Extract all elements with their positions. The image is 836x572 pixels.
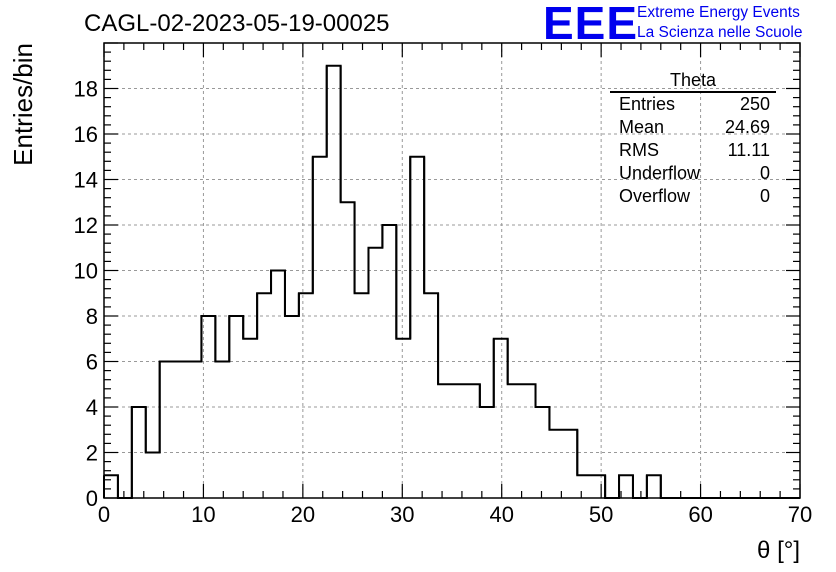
histogram-bin xyxy=(160,362,174,499)
x-tick-label: 20 xyxy=(291,502,315,527)
histogram-bin xyxy=(132,407,146,498)
y-tick-label: 12 xyxy=(74,213,98,238)
x-tick-label: 60 xyxy=(688,502,712,527)
histogram-bin xyxy=(508,384,522,498)
histogram-bin xyxy=(466,384,480,498)
stats-label: Underflow xyxy=(619,163,701,183)
stats-label: RMS xyxy=(619,140,659,160)
stats-label: Overflow xyxy=(619,186,691,206)
y-tick-label: 4 xyxy=(86,395,98,420)
y-tick-label: 16 xyxy=(74,122,98,147)
histogram-bin xyxy=(188,362,202,499)
histogram-bin xyxy=(480,407,494,498)
x-tick-label: 0 xyxy=(98,502,110,527)
histogram-bin xyxy=(410,157,424,498)
histogram-bin xyxy=(146,453,160,499)
stats-value: 0 xyxy=(759,186,770,206)
histogram-bin xyxy=(104,475,118,498)
axis-ticks xyxy=(103,42,801,499)
histogram-bin xyxy=(452,384,466,498)
histogram-bin xyxy=(438,384,452,498)
histogram-bin xyxy=(494,339,508,498)
stats-row-rms: RMS 11.11 xyxy=(610,139,776,162)
stats-label: Mean xyxy=(619,117,665,137)
stats-label: Entries xyxy=(619,94,676,114)
stats-box: Theta Entries 250 Mean 24.69 RMS 11.11 U… xyxy=(610,70,776,208)
x-tick-label: 70 xyxy=(788,502,812,527)
histogram-bin xyxy=(355,293,369,498)
y-tick-label: 18 xyxy=(74,77,98,102)
x-tick-label: 30 xyxy=(390,502,414,527)
y-tick-label: 2 xyxy=(86,441,98,466)
histogram-bin xyxy=(577,475,591,498)
histogram-bin xyxy=(368,248,382,498)
stats-row-overflow: Overflow 0 xyxy=(610,185,776,208)
x-tick-label: 40 xyxy=(489,502,513,527)
histogram-bin xyxy=(522,384,536,498)
stats-value: 24.69 xyxy=(724,117,770,137)
run-title: CAGL-02-2023-05-19-00025 xyxy=(84,10,390,37)
logo-caption-line-1: Extreme Energy Events xyxy=(637,4,800,21)
y-tick-label: 10 xyxy=(74,259,98,284)
stats-value: 250 xyxy=(739,94,770,114)
stats-box-title: Theta xyxy=(610,70,776,93)
y-tick-label: 0 xyxy=(86,486,98,511)
stats-value: 0 xyxy=(759,163,770,183)
eee-logo: EEE xyxy=(543,0,639,49)
histogram-bin xyxy=(215,362,229,499)
histogram-bin xyxy=(424,293,438,498)
stats-value: 11.11 xyxy=(727,140,770,160)
stats-row-mean: Mean 24.69 xyxy=(610,116,776,139)
y-tick-label: 8 xyxy=(86,304,98,329)
histogram-bin xyxy=(591,475,605,498)
stats-row-underflow: Underflow 0 xyxy=(610,162,776,185)
stats-row-entries: Entries 250 xyxy=(610,93,776,116)
histogram-series xyxy=(103,64,800,499)
histogram-bin xyxy=(563,430,577,498)
histogram-bin xyxy=(327,66,341,498)
x-axis-label: θ [°] xyxy=(757,537,800,564)
histogram-bin xyxy=(313,157,327,498)
histogram-bin xyxy=(549,430,563,498)
tick-labels: 0 10 20 30 40 50 60 70 0 2 4 6 8 10 12 14 16 18 xyxy=(74,77,813,528)
grid-lines xyxy=(104,43,800,498)
histogram-bin xyxy=(271,271,285,499)
y-tick-label: 6 xyxy=(86,350,98,375)
x-tick-label: 50 xyxy=(589,502,613,527)
histogram-bin xyxy=(257,293,271,498)
histogram-bin xyxy=(174,362,188,499)
y-axis-label: Entries/bin xyxy=(8,43,38,166)
histogram-bin xyxy=(243,339,257,498)
logo-caption-line-2: La Scienza nelle Scuole xyxy=(637,24,803,41)
histogram-bin xyxy=(647,475,661,498)
x-tick-label: 10 xyxy=(191,502,215,527)
y-tick-label: 14 xyxy=(74,168,98,193)
histogram-bin xyxy=(341,202,355,498)
logo-caption: Extreme Energy Events La Scienza nelle S… xyxy=(637,3,802,43)
histogram-bin xyxy=(396,339,410,498)
histogram-bin xyxy=(299,293,313,498)
